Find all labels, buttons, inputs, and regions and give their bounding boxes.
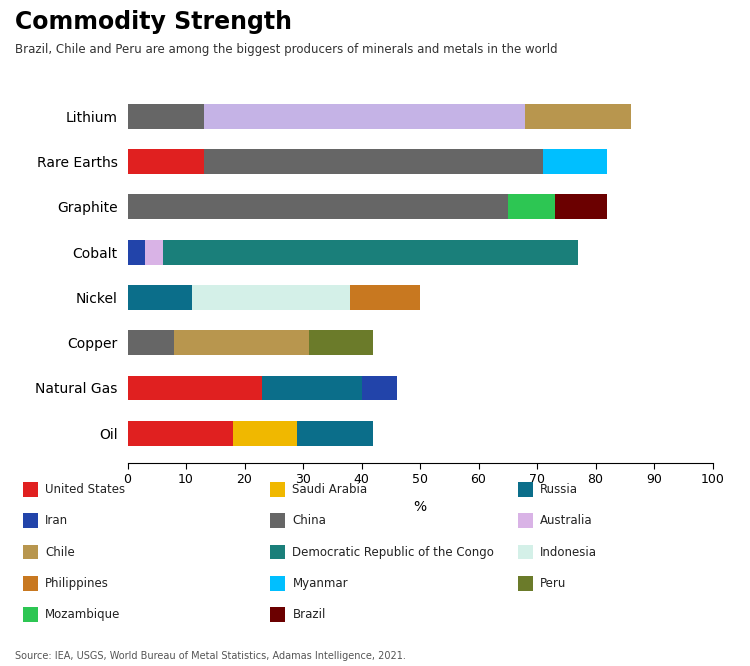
Bar: [128, 240, 145, 264]
Bar: [128, 194, 508, 219]
Text: Iran: Iran: [45, 514, 68, 527]
Bar: [128, 421, 232, 446]
Text: Australia: Australia: [540, 514, 592, 527]
Bar: [203, 149, 543, 174]
Bar: [174, 330, 309, 355]
Bar: [543, 149, 608, 174]
Bar: [128, 104, 203, 129]
Bar: [128, 330, 174, 355]
Bar: [232, 421, 297, 446]
Bar: [128, 149, 203, 174]
Bar: [362, 376, 397, 400]
Bar: [525, 104, 631, 129]
Bar: [554, 194, 608, 219]
Bar: [145, 240, 163, 264]
Text: Myanmar: Myanmar: [292, 577, 348, 590]
Bar: [128, 285, 192, 310]
Bar: [350, 285, 420, 310]
Bar: [508, 194, 554, 219]
Text: United States: United States: [45, 483, 125, 496]
Text: Indonesia: Indonesia: [540, 545, 597, 559]
Text: Commodity Strength: Commodity Strength: [15, 10, 292, 34]
X-axis label: %: %: [413, 501, 427, 515]
Text: Peru: Peru: [540, 577, 566, 590]
Bar: [262, 376, 362, 400]
Text: Democratic Republic of the Congo: Democratic Republic of the Congo: [292, 545, 494, 559]
Text: Russia: Russia: [540, 483, 578, 496]
Bar: [297, 421, 374, 446]
Bar: [203, 104, 525, 129]
Bar: [192, 285, 350, 310]
Text: Source: IEA, USGS, World Bureau of Metal Statistics, Adamas Intelligence, 2021.: Source: IEA, USGS, World Bureau of Metal…: [15, 651, 406, 661]
Text: Chile: Chile: [45, 545, 75, 559]
Text: China: China: [292, 514, 326, 527]
Bar: [128, 376, 262, 400]
Bar: [309, 330, 374, 355]
Text: Brazil: Brazil: [292, 608, 326, 621]
Text: Saudi Arabia: Saudi Arabia: [292, 483, 368, 496]
Text: Philippines: Philippines: [45, 577, 109, 590]
Bar: [163, 240, 578, 264]
Text: Brazil, Chile and Peru are among the biggest producers of minerals and metals in: Brazil, Chile and Peru are among the big…: [15, 43, 557, 57]
Text: Mozambique: Mozambique: [45, 608, 120, 621]
